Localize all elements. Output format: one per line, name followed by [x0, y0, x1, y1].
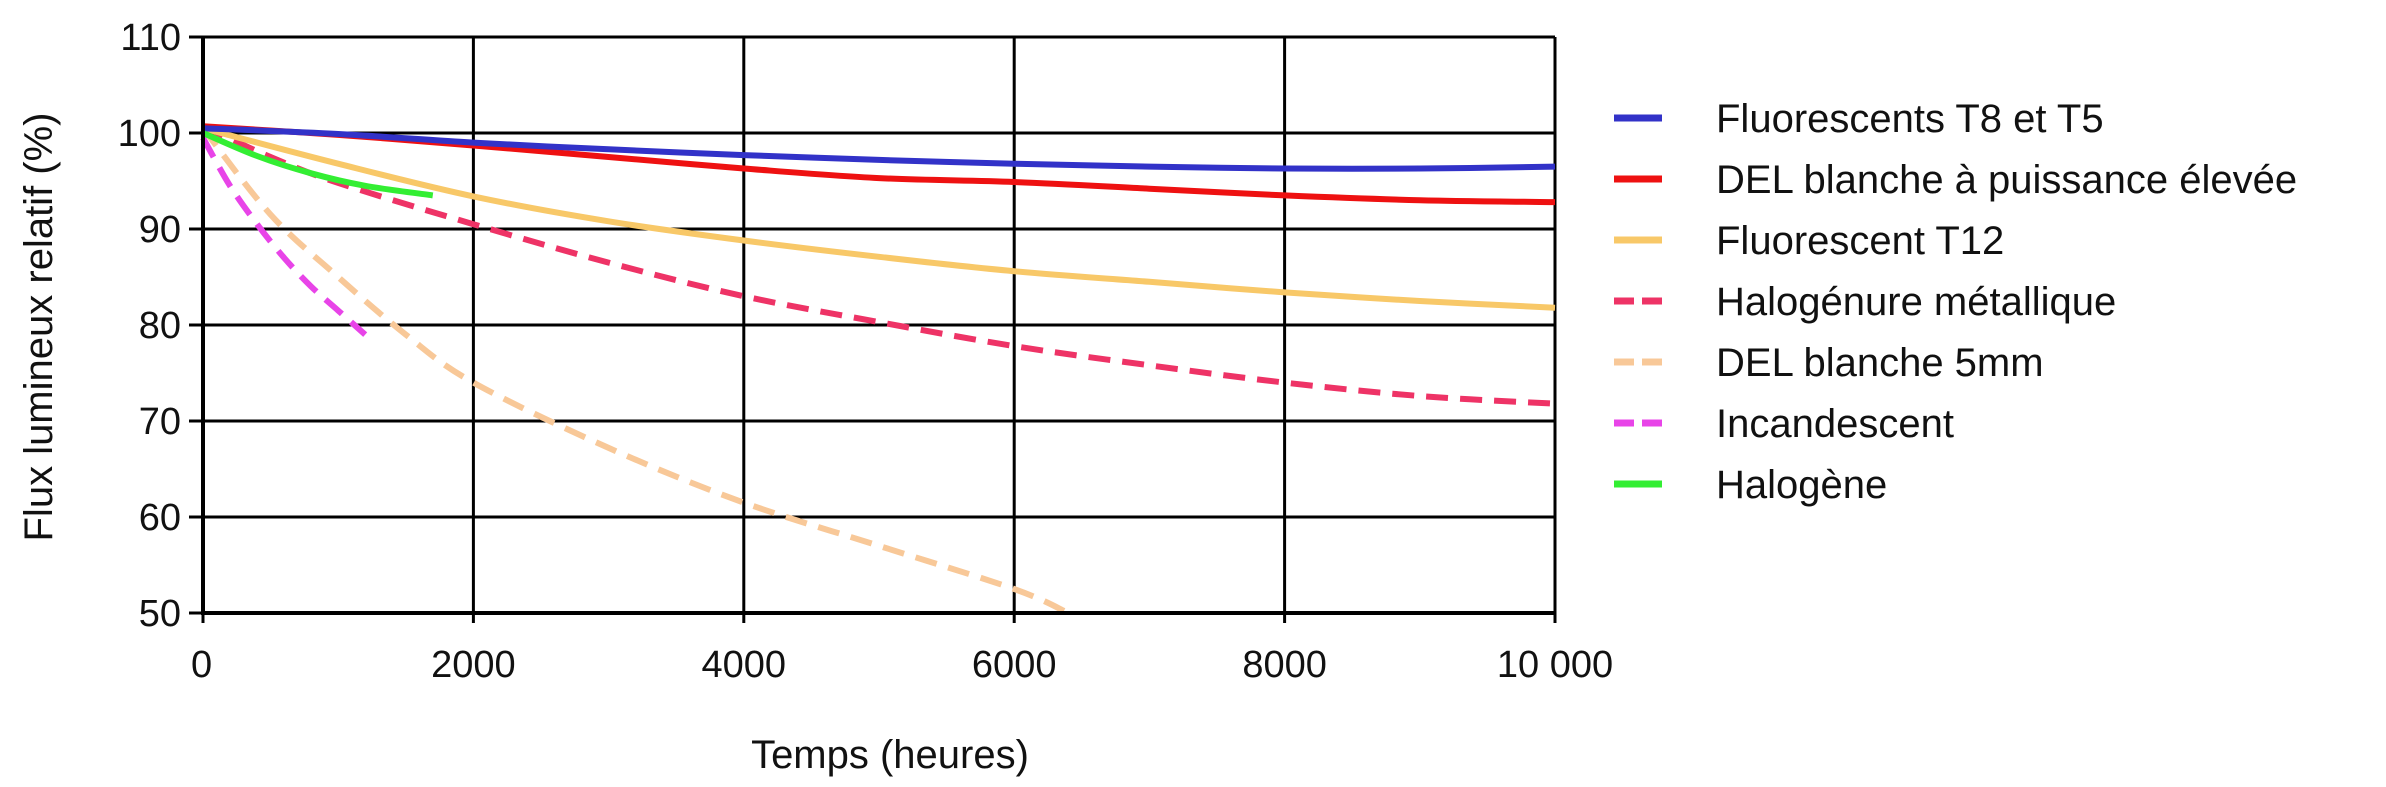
- legend-label: DEL blanche à puissance élevée: [1716, 158, 2297, 202]
- y-tick-label: 90: [139, 209, 181, 251]
- y-axis-ticks: 50 60 70 80 90 100 110: [118, 17, 203, 635]
- x-axis-title: Temps (heures): [751, 733, 1029, 777]
- x-axis-ticks: 0 2000 4000 6000 8000 10 000: [191, 613, 1613, 686]
- series-line-6: [201, 130, 434, 199]
- legend-label: Halogénure métallique: [1716, 280, 2116, 324]
- y-tick-label: 60: [139, 497, 181, 539]
- series-line-5: [200, 136, 368, 337]
- legend-label: Fluorescents T8 et T5: [1716, 97, 2104, 141]
- series-line-4: [200, 126, 1070, 616]
- x-tick-label: 0: [191, 644, 212, 686]
- grid-lines: [203, 35, 1557, 613]
- y-tick-label: 50: [139, 593, 181, 635]
- legend: Fluorescents T8 et T5 DEL blanche à puiss…: [1614, 97, 2297, 507]
- y-tick-label: 70: [139, 401, 181, 443]
- legend-label: Fluorescent T12: [1716, 219, 2004, 263]
- legend-label: Halogène: [1716, 463, 1887, 507]
- legend-label: Incandescent: [1716, 402, 1954, 446]
- x-tick-label: 2000: [431, 644, 516, 686]
- x-tick-label: 4000: [702, 644, 787, 686]
- y-axis-title: Flux lumineux relatif (%): [17, 112, 61, 541]
- x-tick-label: 10 000: [1497, 644, 1613, 686]
- series-line-3: [201, 123, 1556, 407]
- series-line-2: [202, 125, 1556, 311]
- y-tick-label: 80: [139, 305, 181, 347]
- y-tick-label: 100: [118, 113, 181, 155]
- x-tick-label: 8000: [1242, 644, 1327, 686]
- x-tick-label: 6000: [972, 644, 1057, 686]
- series-line-0: [202, 125, 1556, 172]
- series-lines: [200, 123, 1556, 616]
- y-tick-label: 110: [120, 17, 181, 59]
- legend-label: DEL blanche 5mm: [1716, 341, 2044, 385]
